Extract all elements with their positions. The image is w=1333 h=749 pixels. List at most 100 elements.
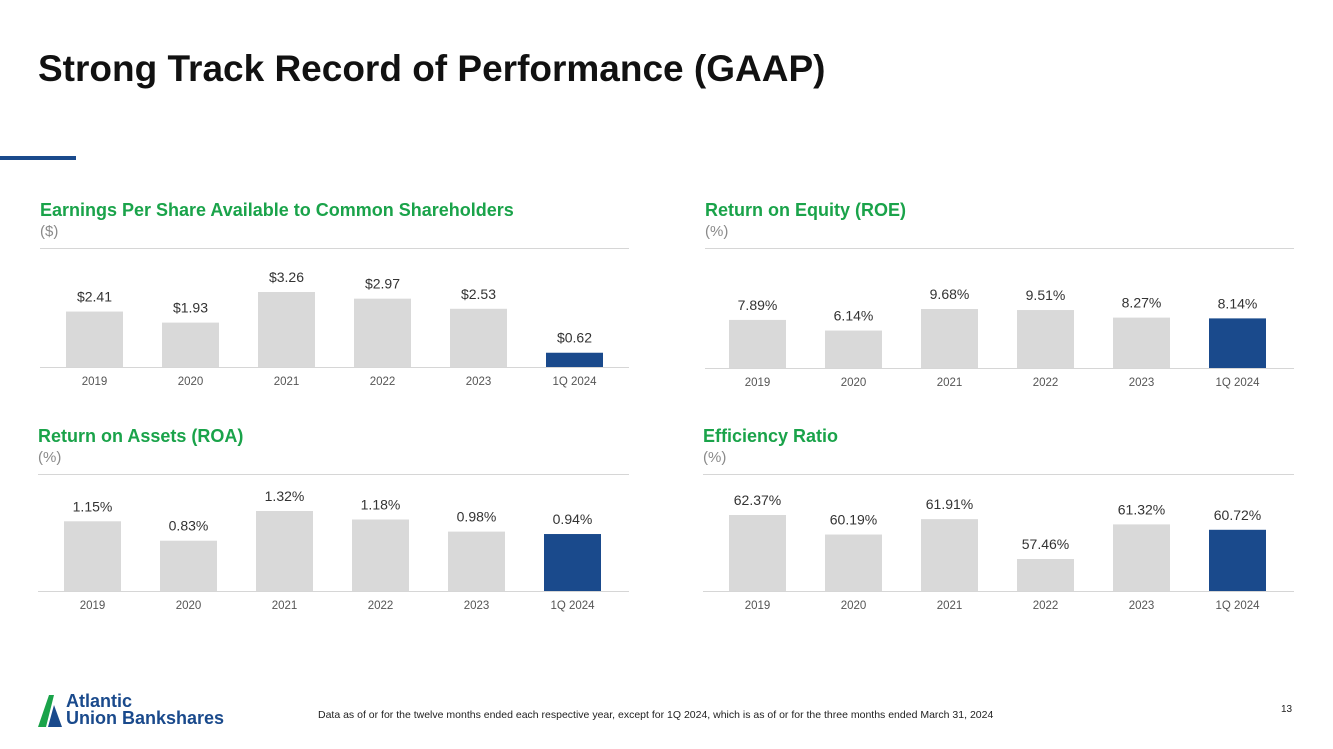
logo-line-1: Atlantic [66,691,133,711]
roe-panel: Return on Equity (ROE) (%) 7.89% 2019 6.14… [705,200,1294,395]
category-label: 2021 [272,600,298,612]
category-label: 2020 [841,600,867,612]
logo-line-2: Union Bankshares [66,708,225,728]
roe-top-rule [705,248,1294,249]
bar-1q-2024 [1209,318,1266,368]
bar-2019 [729,319,786,368]
value-label: $3.26 [269,269,304,285]
efficiency-top-rule [703,474,1294,475]
roa-chart: 1.15% 2019 0.83% 2020 1.32% 2021 1.18% 2022 0.98… [38,488,629,612]
value-label: 6.14% [834,308,874,324]
bar-1q-2024 [544,534,601,591]
value-label: 9.51% [1026,287,1066,303]
bar-2021 [256,511,313,591]
value-label: $2.53 [461,286,496,302]
bar-2022 [354,298,411,367]
category-label: 1Q 2024 [550,600,595,612]
value-label: 8.27% [1122,295,1162,311]
efficiency-unit: (%) [703,449,727,466]
roa-panel: Return on Assets (ROA) (%) 1.15% 2019 0.83… [38,426,629,621]
value-label: 61.32% [1118,501,1165,517]
roa-top-rule [38,474,629,475]
efficiency-panel: Efficiency Ratio (%) 62.37% 2019 60.19% 202… [703,426,1294,621]
roe-title: Return on Equity (ROE) [705,200,906,220]
bar-2023 [1113,524,1170,591]
efficiency-title: Efficiency Ratio [703,426,839,446]
category-label: 2019 [80,600,106,612]
bar-2020 [162,322,219,367]
accent-rule [0,156,76,160]
category-label: 2020 [178,376,204,388]
bar-2019 [66,311,123,367]
value-label: 60.72% [1214,507,1261,523]
page-number: 13 [1281,704,1293,715]
category-label: 2023 [1129,377,1155,389]
bar-2020 [825,330,882,368]
category-label: 2019 [745,600,771,612]
category-label: 2022 [1033,600,1059,612]
value-label: 0.98% [457,509,497,525]
category-label: 2022 [1033,377,1059,389]
eps-unit: ($) [40,223,59,240]
value-label: 1.18% [361,496,401,512]
category-label: 2020 [176,600,202,612]
bar-2022 [1017,559,1074,591]
value-label: 1.32% [265,488,305,504]
bar-2023 [448,531,505,591]
bar-2021 [258,292,315,367]
bar-2022 [1017,310,1074,368]
bar-2020 [825,534,882,591]
roa-title: Return on Assets (ROA) [38,426,244,446]
category-label: 2021 [937,600,963,612]
category-label: 1Q 2024 [552,376,597,388]
category-label: 2021 [274,376,300,388]
bar-2023 [1113,317,1170,368]
value-label: 62.37% [734,492,781,508]
page-title: Strong Track Record of Performance (GAAP… [38,48,826,89]
bar-2023 [450,308,507,367]
logo-text: Atlantic Union Bankshares [66,691,225,728]
bar-2020 [160,540,217,591]
category-label: 2021 [937,377,963,389]
bar-2019 [729,515,786,591]
category-label: 2022 [368,600,394,612]
efficiency-chart: 62.37% 2019 60.19% 2020 61.91% 2021 57.46% 2022… [703,492,1294,612]
category-label: 2023 [464,600,490,612]
roe-unit: (%) [705,223,729,240]
category-label: 2023 [466,376,492,388]
eps-chart: $2.41 2019 $1.93 2020 $3.26 2021 $2.97 2022 $2.5… [40,269,629,388]
value-label: $1.93 [173,300,208,316]
bar-2022 [352,519,409,591]
category-label: 2023 [1129,600,1155,612]
value-label: 9.68% [930,286,970,302]
eps-panel: Earnings Per Share Available to Common S… [40,200,629,395]
value-label: $2.97 [365,276,400,292]
bar-1q-2024 [546,352,603,367]
bar-2021 [921,519,978,591]
value-label: 8.14% [1218,295,1258,311]
value-label: $0.62 [557,330,592,346]
value-label: 0.83% [169,518,209,534]
eps-title: Earnings Per Share Available to Common S… [40,200,514,220]
value-label: $2.41 [77,289,112,305]
value-label: 0.94% [553,511,593,527]
value-label: 61.91% [926,496,973,512]
category-label: 2019 [82,376,108,388]
bar-1q-2024 [1209,529,1266,591]
category-label: 2022 [370,376,396,388]
value-label: 1.15% [73,498,113,514]
eps-top-rule [40,248,629,249]
value-label: 60.19% [830,512,877,528]
category-label: 1Q 2024 [1215,377,1260,389]
category-label: 2020 [841,377,867,389]
logo-mark-icon [38,695,62,727]
value-label: 7.89% [738,297,778,313]
footnote: Data as of or for the twelve months ende… [318,709,994,721]
roe-chart: 7.89% 2019 6.14% 2020 9.68% 2021 9.51% 2022 8.27… [705,286,1294,389]
value-label: 57.46% [1022,536,1069,552]
bar-2019 [64,521,121,591]
category-label: 2019 [745,377,771,389]
category-label: 1Q 2024 [1215,600,1260,612]
roa-unit: (%) [38,449,62,466]
bar-2021 [921,309,978,368]
